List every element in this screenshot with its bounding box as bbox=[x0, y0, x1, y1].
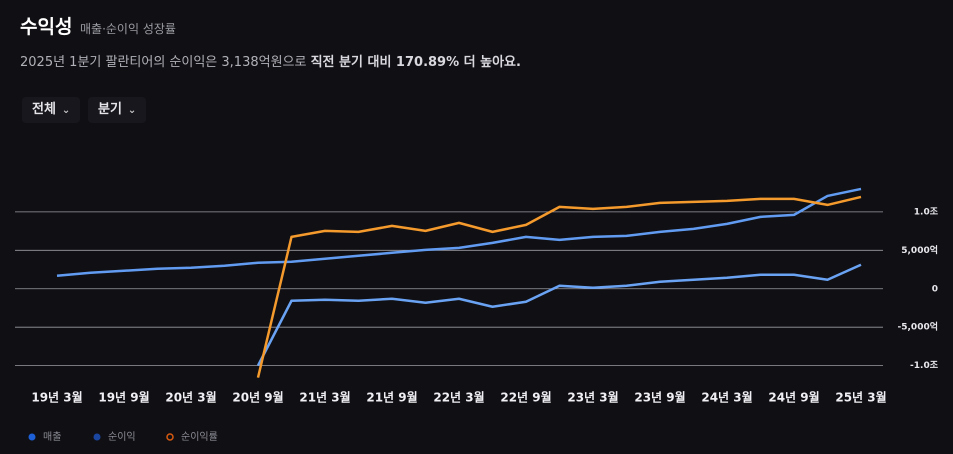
legend-label: 순이익 bbox=[108, 431, 136, 443]
filter-label: 전체 bbox=[32, 102, 56, 117]
description-highlight: 직전 분기 대비 170.89% 더 높아요. bbox=[310, 55, 521, 70]
chevron: ⌄ bbox=[61, 105, 71, 116]
legend-label: 순이익률 bbox=[181, 431, 218, 443]
series-line bbox=[256, 263, 862, 367]
x-tick-label: 19년 3월 bbox=[31, 390, 82, 405]
x-tick-label: 20년 9월 bbox=[232, 390, 283, 405]
x-tick-label: 24년 9월 bbox=[768, 390, 819, 405]
series-line bbox=[256, 195, 862, 378]
legend-marker bbox=[93, 433, 101, 441]
filter-label: 분기 bbox=[98, 102, 122, 117]
chevron: ⌄ bbox=[127, 105, 137, 116]
x-tick-label: 23년 3월 bbox=[567, 390, 618, 405]
x-tick-label: 25년 3월 bbox=[835, 390, 886, 405]
y-tick-label: -5,000억 bbox=[898, 321, 938, 333]
y-tick-label: -1.0조 bbox=[910, 360, 939, 371]
filter-button[interactable]: 분기 ⌄ bbox=[88, 97, 147, 123]
filter-button[interactable]: 전체 ⌄ bbox=[22, 97, 81, 123]
x-tick-label: 21년 3월 bbox=[299, 390, 350, 405]
description-text: 2025년 1분기 팔란티어의 순이익은 3,138억원으로 bbox=[20, 55, 311, 70]
series-line bbox=[56, 187, 862, 278]
x-tick-label: 22년 3월 bbox=[433, 390, 484, 405]
x-tick-label: 20년 3월 bbox=[165, 390, 216, 405]
subtitle: 매출·순이익 성장률 bbox=[80, 22, 176, 36]
y-tick-label: 1.0조 bbox=[914, 206, 939, 217]
x-tick-label: 23년 9월 bbox=[634, 390, 685, 405]
y-tick-label: 0 bbox=[932, 284, 938, 294]
title: 수익성 bbox=[20, 16, 73, 38]
x-tick-label: 19년 9월 bbox=[98, 390, 149, 405]
legend-marker bbox=[28, 433, 36, 441]
x-tick-label: 22년 9월 bbox=[500, 390, 551, 405]
y-tick-label: 5,000억 bbox=[901, 244, 938, 256]
x-tick-label: 24년 3월 bbox=[701, 390, 752, 405]
legend-label: 매출 bbox=[43, 431, 61, 443]
legend-marker bbox=[166, 433, 174, 441]
x-tick-label: 21년 9월 bbox=[366, 390, 417, 405]
description: 2025년 1분기 팔란티어의 순이익은 3,138억원으로 직전 분기 대비 … bbox=[20, 51, 521, 70]
